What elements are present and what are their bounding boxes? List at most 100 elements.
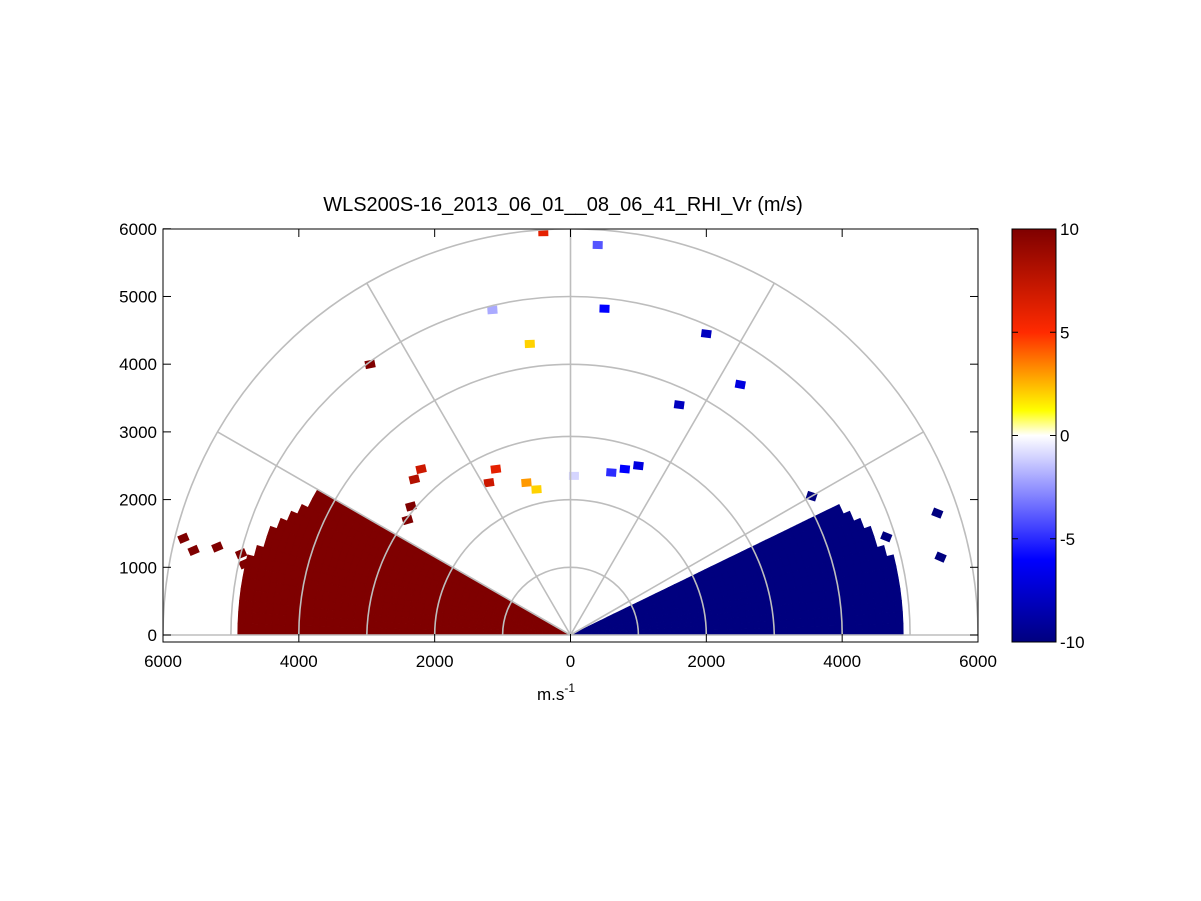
scatter-cell-14 [415, 464, 427, 475]
velocity-cell-32 [787, 626, 795, 636]
scatter-cell-36 [815, 575, 828, 587]
velocity-cell-44 [868, 624, 877, 636]
velocity-cell-46 [882, 623, 891, 636]
velocity-cell-72 [725, 623, 734, 630]
scatter-cell-6 [279, 588, 292, 601]
velocity-cell-1270 [278, 614, 287, 626]
y-tick-label-4: 4000 [119, 355, 157, 374]
velocity-cell-1259 [352, 619, 361, 629]
scatter-cell-10 [364, 359, 376, 370]
y-tick-label-5: 5000 [119, 287, 157, 306]
velocity-cell-1317 [291, 624, 300, 636]
velocity-cell-1207 [373, 614, 382, 623]
velocity-cell-1276 [237, 611, 246, 625]
velocity-cell-1265 [312, 616, 321, 627]
velocity-cell-1319 [278, 624, 286, 636]
velocity-cell-75 [746, 621, 755, 630]
scatter-cell-13 [408, 474, 421, 485]
colorbar-tick-label-4: -10 [1060, 633, 1085, 652]
velocity-cell-31 [780, 627, 789, 636]
velocity-cell-178 [778, 604, 787, 614]
velocity-cell-1266 [305, 616, 314, 627]
velocity-cell-145 [887, 600, 897, 614]
velocity-cell-124 [745, 615, 754, 624]
velocity-cell-1225 [251, 601, 261, 614]
velocity-cell-1301 [400, 628, 408, 636]
velocity-cell-1304 [379, 628, 388, 636]
spoke-30deg [570, 431, 924, 636]
y-tick-label-3: 3000 [119, 423, 157, 442]
scatter-cell-31 [741, 558, 754, 570]
scatter-cell-9 [353, 581, 367, 594]
velocity-cell-140 [853, 604, 863, 616]
velocity-cell-1205 [387, 615, 396, 624]
velocity-cell-38 [828, 625, 836, 636]
velocity-cell-1299 [413, 629, 422, 636]
velocity-cell-179 [785, 603, 794, 613]
velocity-cell-81 [786, 619, 795, 628]
velocity-cell-1153 [408, 612, 417, 620]
velocity-cell-1275 [244, 611, 253, 625]
scatter-cell-5 [258, 575, 272, 587]
colorbar-gradient [1011, 228, 1057, 643]
x-axis-label-superscript: -1 [564, 681, 575, 695]
velocity-cell-1248 [427, 624, 436, 631]
velocity-cell-37 [821, 625, 829, 636]
velocity-cell-76 [753, 621, 761, 629]
velocity-cell-619 [832, 503, 844, 517]
scatter-cell-27 [632, 461, 644, 471]
velocity-cell-1253 [393, 622, 402, 630]
velocity-cell-1262 [332, 618, 341, 628]
velocity-cell-1152 [414, 612, 423, 620]
velocity-cell-1224 [258, 602, 267, 615]
colorbar-tick-label-1: 5 [1060, 323, 1069, 342]
velocity-cell-484 [863, 525, 875, 540]
velocity-cell-1226 [244, 600, 254, 614]
scatter-cell-15 [483, 478, 495, 488]
scatter-cell-21 [531, 485, 542, 494]
velocity-cell-92 [861, 613, 870, 626]
velocity-cell-71 [719, 623, 727, 631]
velocity-cell-1314 [312, 625, 320, 636]
velocity-cell-1322 [257, 623, 266, 636]
scatter-cell-40 [934, 551, 947, 563]
velocity-cell-79 [773, 620, 782, 629]
velocity-cell-146 [894, 599, 903, 613]
velocity-cell-1209 [360, 612, 369, 622]
velocity-cell-143 [874, 602, 883, 615]
velocity-cell-1324 [244, 623, 252, 636]
velocity-cell-28 [760, 627, 768, 636]
colorbar-tick-label-0: 10 [1060, 220, 1079, 239]
velocity-cell-1313 [318, 625, 327, 636]
velocity-cell-29 [766, 627, 775, 636]
scatter-cell-28 [673, 400, 685, 410]
velocity-cell-1307 [359, 627, 368, 636]
velocity-cell-83 [800, 618, 809, 628]
velocity-cell-1156 [387, 609, 396, 617]
velocity-cell-97 [895, 611, 904, 625]
velocity-cell-1306 [366, 627, 375, 636]
velocity-cell-135 [820, 607, 829, 618]
scatter-cell-22 [568, 471, 579, 480]
velocity-cell-126 [759, 614, 768, 623]
spoke-120deg [366, 282, 572, 636]
velocity-cell-93 [868, 613, 877, 625]
velocity-cell-30 [773, 627, 782, 636]
velocity-cell-1222 [272, 603, 281, 616]
velocity-cell-1221 [278, 604, 288, 616]
velocity-cell-39 [834, 625, 843, 636]
scatter-cell-4 [238, 558, 251, 570]
velocity-cell-1271 [271, 613, 280, 626]
velocity-cell-175 [758, 607, 767, 616]
velocity-cell-26 [746, 628, 755, 636]
velocity-cell-1107 [388, 602, 397, 611]
velocity-cell-34 [800, 626, 809, 636]
velocity-cell-1311 [332, 626, 341, 636]
velocity-cell-96 [888, 611, 897, 625]
x-tick-label-2: 2000 [416, 652, 454, 671]
scatter-cell-39 [931, 507, 944, 519]
velocity-cell-1251 [407, 623, 416, 630]
scatter-cell-30 [734, 379, 746, 390]
colorbar-tick-label-3: -5 [1060, 530, 1075, 549]
velocity-cell-530 [853, 517, 865, 532]
